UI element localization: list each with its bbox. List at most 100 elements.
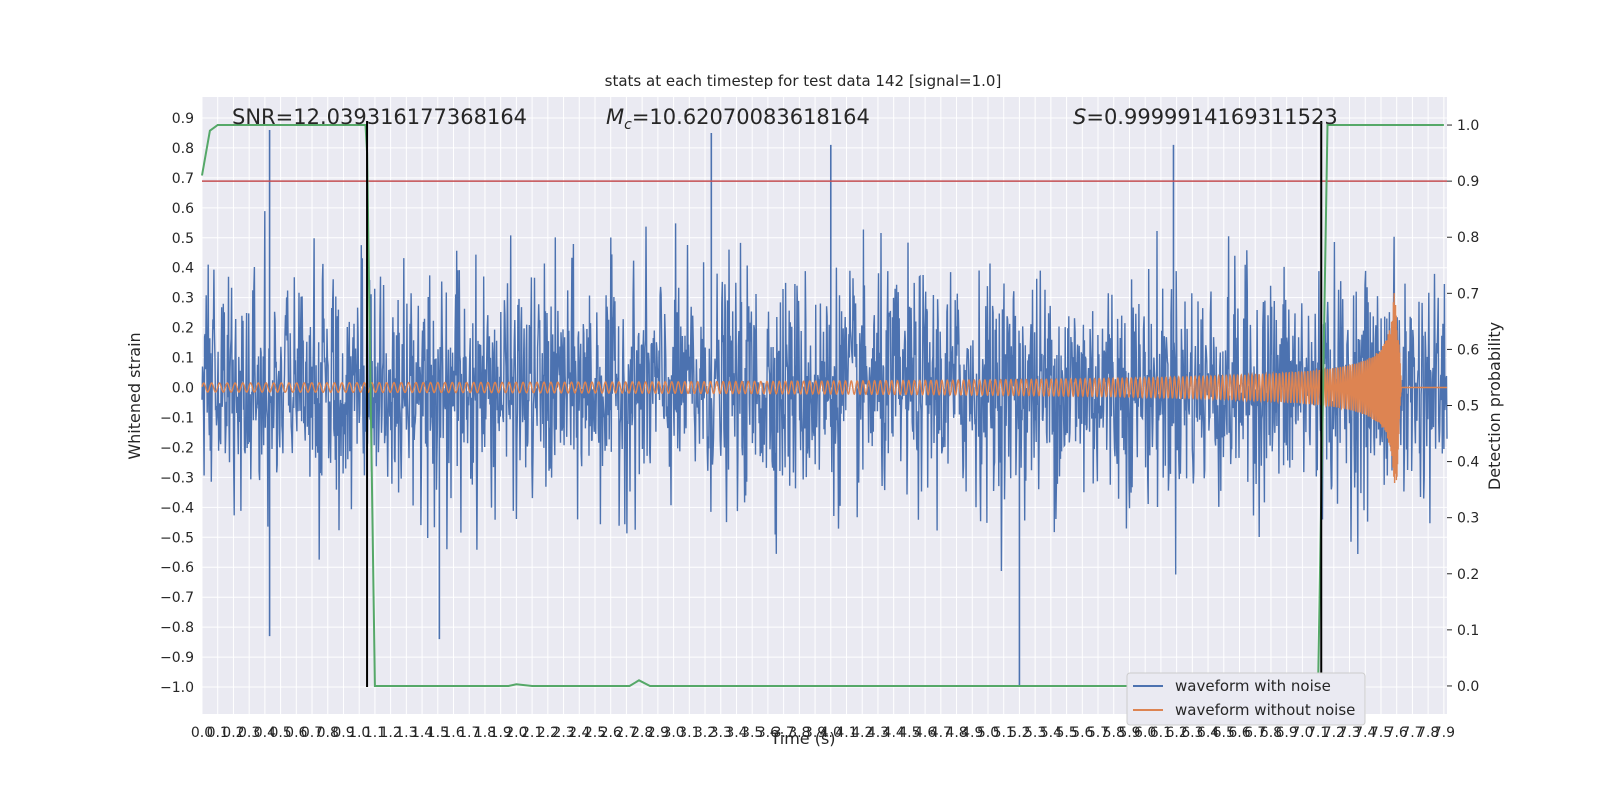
- y2-tick-label: 0.1: [1457, 623, 1479, 639]
- y2-tick-label: 1.0: [1457, 118, 1479, 134]
- x-tick-label: 5.9: [1118, 725, 1140, 741]
- x-tick-label: 5.1: [993, 725, 1015, 741]
- y-tick-label: −0.2: [160, 440, 194, 456]
- x-tick-label: 0.3: [238, 725, 260, 741]
- x-tick-label: 6.6: [1228, 725, 1250, 741]
- x-tick-label: 5.8: [1103, 725, 1125, 741]
- x-tick-label: 4.6: [914, 725, 936, 741]
- x-tick-label: 5.2: [1008, 725, 1030, 741]
- chirp-mass-subscript: c: [624, 117, 632, 133]
- chirp-mass-value: =10.62070083618164: [632, 105, 870, 129]
- x-tick-label: 1.5: [427, 725, 449, 741]
- y2-tick-label: 0.3: [1457, 511, 1479, 527]
- x-tick-label: 3.4: [725, 725, 747, 741]
- x-tick-label: 2.2: [537, 725, 559, 741]
- y-tick-label: 0.1: [172, 351, 194, 367]
- y2-tick-label: 0.6: [1457, 342, 1479, 358]
- x-tick-label: 3.8: [788, 725, 810, 741]
- clean-waveform-line: [201, 293, 1447, 484]
- x-tick-label: 1.2: [380, 725, 402, 741]
- chirp-mass-symbol: M: [606, 105, 624, 129]
- x-tick-label: 5.7: [1087, 725, 1109, 741]
- score-annotation: S=0.9999914169311523: [1073, 105, 1338, 129]
- x-tick-label: 7.6: [1386, 725, 1408, 741]
- y2-tick-label: 0.4: [1457, 455, 1479, 471]
- x-tick-label: 6.1: [1150, 725, 1172, 741]
- y-tick-label: −0.9: [160, 650, 194, 666]
- y-tick-label: −0.5: [160, 530, 194, 546]
- x-tick-label: 2.4: [568, 725, 590, 741]
- x-tick-label: 3.2: [694, 725, 716, 741]
- y-tick-label: 0.0: [172, 381, 194, 397]
- y2-tick-label: 0.9: [1457, 174, 1479, 190]
- y2-tick-label: 0.2: [1457, 567, 1479, 583]
- x-tick-label: 7.0: [1291, 725, 1313, 741]
- y-axis-label: Whitened strain: [125, 332, 144, 459]
- x-tick-label: 7.9: [1433, 725, 1455, 741]
- x-tick-label: 2.7: [615, 725, 637, 741]
- x-tick-label: 4.8: [945, 725, 967, 741]
- x-tick-label: 4.0: [820, 725, 842, 741]
- y-tick-label: −0.4: [160, 500, 194, 516]
- x-axis-label: Time (s): [769, 729, 835, 748]
- x-tick-label: 1.9: [490, 725, 512, 741]
- x-tick-label: 0.8: [317, 725, 339, 741]
- x-tick-label: 4.4: [883, 725, 905, 741]
- x-tick-label: 5.6: [1071, 725, 1093, 741]
- x-tick-label: 4.3: [867, 725, 889, 741]
- x-tick-label: 0.7: [301, 725, 323, 741]
- y-tick-label: 0.8: [172, 141, 194, 157]
- legend-label-clean: waveform without noise: [1175, 701, 1355, 719]
- y-tick-label: 0.4: [172, 261, 194, 277]
- x-tick-label: 3.0: [662, 725, 684, 741]
- y-tick-label: 0.2: [172, 321, 194, 337]
- x-tick-label: 0.9: [332, 725, 354, 741]
- score-symbol: S: [1073, 105, 1086, 129]
- y-tick-label: −0.1: [160, 410, 194, 426]
- x-tick-label: 3.3: [710, 725, 732, 741]
- x-tick-label: 7.7: [1401, 725, 1423, 741]
- x-tick-label: 4.5: [898, 725, 920, 741]
- noise-waveform-line: [201, 211, 1448, 575]
- x-tick-label: 5.4: [1040, 725, 1062, 741]
- y2-tick-label: 0.8: [1457, 230, 1479, 246]
- x-tick-label: 5.5: [1055, 725, 1077, 741]
- y2-axis-label: Detection probability: [1485, 322, 1504, 490]
- x-tick-label: 3.9: [804, 725, 826, 741]
- x-tick-label: 0.2: [222, 725, 244, 741]
- chart-title: stats at each timestep for test data 142…: [605, 72, 1002, 90]
- x-tick-label: 2.5: [584, 725, 606, 741]
- y-tick-label: 0.3: [172, 291, 194, 307]
- x-tick-label: 2.6: [600, 725, 622, 741]
- y-tick-label: 0.5: [172, 231, 194, 247]
- x-tick-label: 6.3: [1181, 725, 1203, 741]
- x-tick-label: 7.2: [1323, 725, 1345, 741]
- y-tick-label: −0.7: [160, 590, 194, 606]
- x-tick-label: 7.3: [1338, 725, 1360, 741]
- x-tick-label: 4.7: [930, 725, 952, 741]
- x-tick-label: 3.6: [757, 725, 779, 741]
- chirp-mass-annotation: Mc=10.62070083618164: [606, 105, 870, 133]
- x-tick-label: 4.9: [961, 725, 983, 741]
- x-tick-label: 5.3: [1024, 725, 1046, 741]
- x-tick-label: 0.6: [285, 725, 307, 741]
- x-tick-label: 6.2: [1165, 725, 1187, 741]
- x-tick-label: 7.1: [1307, 725, 1329, 741]
- x-tick-label: 1.4: [411, 725, 433, 741]
- x-tick-label: 1.1: [364, 725, 386, 741]
- x-tick-label: 0.1: [207, 725, 229, 741]
- x-tick-label: 1.7: [458, 725, 480, 741]
- score-value: =0.9999914169311523: [1086, 105, 1337, 129]
- x-tick-label: 6.8: [1260, 725, 1282, 741]
- y-tick-label: −0.8: [160, 620, 194, 636]
- x-tick-label: 5.0: [977, 725, 999, 741]
- x-tick-label: 0.4: [254, 725, 276, 741]
- x-tick-label: 2.0: [505, 725, 527, 741]
- y-tick-label: −0.6: [160, 560, 194, 576]
- y-tick-label: 0.7: [172, 171, 194, 187]
- x-tick-label: 2.9: [647, 725, 669, 741]
- x-tick-label: 0.5: [269, 725, 291, 741]
- y2-tick-label: 0.5: [1457, 399, 1479, 415]
- legend: waveform with noise waveform without noi…: [1126, 672, 1366, 726]
